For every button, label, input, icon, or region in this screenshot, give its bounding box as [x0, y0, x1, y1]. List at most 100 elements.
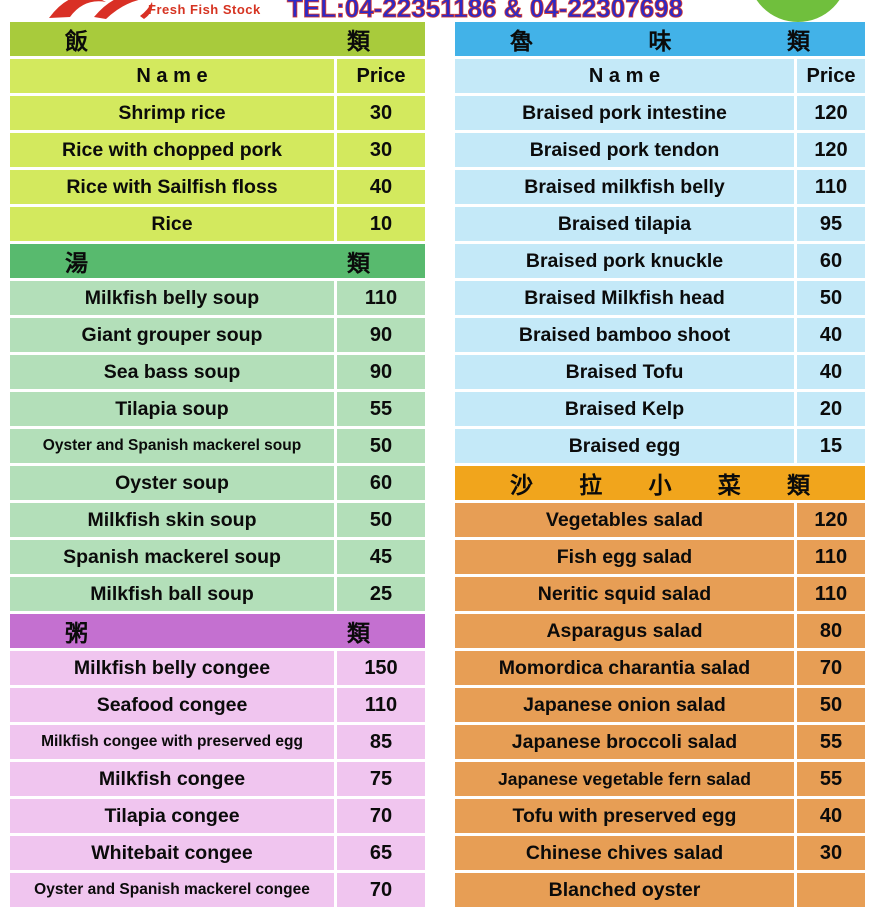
dish-price: 55 — [337, 392, 425, 426]
dish-price: 150 — [337, 651, 425, 685]
section-title-char: 飯 — [65, 28, 88, 54]
section-title-char: 小 — [648, 472, 672, 498]
section-title-char: 類 — [347, 28, 370, 54]
menu-row: Japanese onion salad 50 — [455, 688, 865, 722]
dish-name: Milkfish congee with preserved egg — [10, 725, 334, 759]
dish-name: Milkfish belly soup — [10, 281, 334, 315]
dish-name: Tilapia congee — [10, 799, 334, 833]
dish-name: Braised pork knuckle — [455, 244, 794, 278]
menu-row: Rice with chopped pork 30 — [10, 133, 425, 167]
menu-row: Braised pork intestine 120 — [455, 96, 865, 130]
dish-price: 120 — [797, 503, 865, 537]
dish-price: 30 — [337, 133, 425, 167]
menu-row: Rice 10 — [10, 207, 425, 241]
dish-name: Rice with chopped pork — [10, 133, 334, 167]
dish-price: 30 — [337, 96, 425, 130]
column-header-row: N a m e Price — [455, 59, 865, 93]
menu-row: Braised bamboo shoot 40 — [455, 318, 865, 352]
dish-price: 10 — [337, 207, 425, 241]
dish-name: Rice with Sailfish floss — [10, 170, 334, 204]
name-column-header: N a m e — [10, 59, 334, 93]
dish-name: Oyster soup — [10, 466, 334, 500]
dish-name: Braised egg — [455, 429, 794, 463]
section-header: 湯類 — [10, 244, 425, 278]
dish-price: 70 — [337, 873, 425, 907]
section-header: 粥類 — [10, 614, 425, 648]
dish-name: Braised Tofu — [455, 355, 794, 389]
dish-name: Braised pork intestine — [455, 96, 794, 130]
section-title-char: 沙 — [510, 472, 533, 498]
dish-name: Milkfish ball soup — [10, 577, 334, 611]
dish-price: 25 — [337, 577, 425, 611]
dish-name: Braised pork tendon — [455, 133, 794, 167]
menu-row: Oyster soup 60 — [10, 466, 425, 500]
dish-price: 90 — [337, 355, 425, 389]
dish-price — [797, 873, 865, 907]
dish-name: Tofu with preserved egg — [455, 799, 794, 833]
dish-price: 50 — [337, 503, 425, 537]
fish-logo-icon — [44, 0, 154, 22]
dish-price: 45 — [337, 540, 425, 574]
section-header: 沙拉小菜類 — [455, 466, 865, 500]
dish-name: Japanese broccoli salad — [455, 725, 794, 759]
section-header: 飯類 — [10, 22, 425, 56]
dish-price: 60 — [797, 244, 865, 278]
dish-name: Spanish mackerel soup — [10, 540, 334, 574]
dish-name: Japanese vegetable fern salad — [455, 762, 794, 796]
dish-name: Chinese chives salad — [455, 836, 794, 870]
dish-name: Milkfish skin soup — [10, 503, 334, 537]
dish-price: 120 — [797, 96, 865, 130]
dish-name: Braised tilapia — [455, 207, 794, 241]
menu-row: Braised tilapia 95 — [455, 207, 865, 241]
menu-row: Braised egg 15 — [455, 429, 865, 463]
dish-price: 75 — [337, 762, 425, 796]
dish-name: Tilapia soup — [10, 392, 334, 426]
dish-name: Blanched oyster — [455, 873, 794, 907]
dish-price: 55 — [797, 762, 865, 796]
section-header: 魯味類 — [455, 22, 865, 56]
menu-row: Oyster and Spanish mackerel soup 50 — [10, 429, 425, 463]
menu-row: Milkfish ball soup 25 — [10, 577, 425, 611]
column-header-row: N a m e Price — [10, 59, 425, 93]
dish-price: 40 — [797, 799, 865, 833]
section-title-char: 類 — [347, 250, 370, 276]
menu-row: Milkfish belly soup 110 — [10, 281, 425, 315]
dish-price: 110 — [337, 688, 425, 722]
section-title-char: 類 — [787, 28, 810, 54]
menu-row: Chinese chives salad 30 — [455, 836, 865, 870]
dish-price: 40 — [797, 355, 865, 389]
menu-row: Whitebait congee 65 — [10, 836, 425, 870]
dish-price: 60 — [337, 466, 425, 500]
dish-price: 120 — [797, 133, 865, 167]
brand-name: Fresh Fish Stock — [148, 2, 261, 17]
price-column-header: Price — [797, 59, 865, 93]
menu-row: Braised Kelp 20 — [455, 392, 865, 426]
dish-name: Japanese onion salad — [455, 688, 794, 722]
dish-price: 110 — [797, 540, 865, 574]
dish-price: 110 — [797, 170, 865, 204]
dish-price: 15 — [797, 429, 865, 463]
dish-price: 50 — [797, 281, 865, 315]
dish-price: 50 — [337, 429, 425, 463]
section-title-char: 類 — [787, 472, 810, 498]
dish-price: 40 — [797, 318, 865, 352]
dish-price: 85 — [337, 725, 425, 759]
section-title-char: 菜 — [717, 472, 741, 498]
dish-name: Braised bamboo shoot — [455, 318, 794, 352]
dish-name: Milkfish congee — [10, 762, 334, 796]
section-title-char: 拉 — [579, 472, 603, 498]
dish-name: Whitebait congee — [10, 836, 334, 870]
dish-name: Braised Kelp — [455, 392, 794, 426]
dish-price: 90 — [337, 318, 425, 352]
menu-row: Oyster and Spanish mackerel congee 70 — [10, 873, 425, 907]
menu-row: Braised milkfish belly 110 — [455, 170, 865, 204]
price-column-header: Price — [337, 59, 425, 93]
dish-price: 70 — [337, 799, 425, 833]
section-title-char: 粥 — [65, 620, 88, 646]
menu-row: Spanish mackerel soup 45 — [10, 540, 425, 574]
section-title-char: 味 — [648, 28, 672, 54]
dish-name: Sea bass soup — [10, 355, 334, 389]
dish-price: 30 — [797, 836, 865, 870]
